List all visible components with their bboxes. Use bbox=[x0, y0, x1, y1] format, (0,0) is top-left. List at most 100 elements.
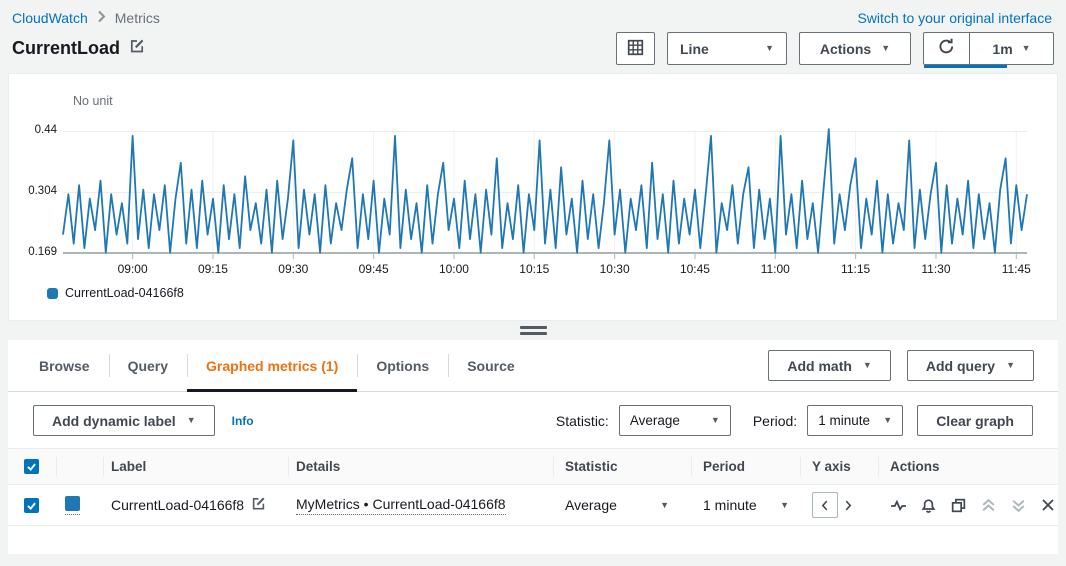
header-statistic: Statistic bbox=[553, 449, 691, 484]
table-view-button[interactable] bbox=[616, 32, 655, 65]
x-tick-label: 10:30 bbox=[599, 262, 630, 276]
caret-down-icon: ▼ bbox=[780, 499, 789, 510]
row-statistic-select[interactable]: Average ▼ bbox=[565, 497, 669, 513]
statistic-select[interactable]: Average ▼ bbox=[618, 405, 731, 436]
header-label: Label bbox=[103, 449, 288, 484]
chart-plot bbox=[62, 128, 1028, 259]
x-tick-label: 09:30 bbox=[278, 262, 309, 276]
breadcrumb-metrics: Metrics bbox=[114, 10, 160, 26]
chart-legend[interactable]: CurrentLoad-04166f8 bbox=[47, 286, 184, 300]
tab-graphed-metrics[interactable]: Graphed metrics (1) bbox=[187, 340, 358, 392]
title-row: CurrentLoad Line ▼ Actions ▼ 1m bbox=[0, 26, 1066, 68]
metric-table-row: CurrentLoad-04166f8 MyMetrics • CurrentL… bbox=[8, 485, 1058, 526]
x-tick-label: 11:30 bbox=[921, 262, 951, 276]
tab-source[interactable]: Source bbox=[448, 340, 533, 391]
caret-down-icon: ▼ bbox=[186, 415, 196, 425]
x-tick-label: 11:00 bbox=[760, 262, 790, 276]
tab-browse[interactable]: Browse bbox=[39, 357, 90, 374]
caret-down-icon: ▼ bbox=[710, 415, 720, 425]
drag-handle-icon bbox=[519, 326, 547, 335]
y-tick-label: 0.169 bbox=[28, 246, 57, 258]
x-tick-label: 09:15 bbox=[197, 262, 228, 276]
row-period-value: 1 minute bbox=[703, 497, 757, 513]
chart-type-select[interactable]: Line ▼ bbox=[667, 32, 787, 65]
caret-down-icon: ▼ bbox=[883, 415, 893, 425]
caret-down-icon: ▼ bbox=[660, 499, 669, 510]
breadcrumb-cloudwatch-link[interactable]: CloudWatch bbox=[12, 10, 88, 26]
row-metric-details[interactable]: MyMetrics • CurrentLoad-04166f8 bbox=[296, 496, 506, 515]
chart-plot-area[interactable] bbox=[62, 122, 1028, 262]
refresh-button[interactable] bbox=[924, 33, 970, 64]
row-checkbox[interactable] bbox=[24, 497, 39, 513]
edit-title-icon[interactable] bbox=[129, 38, 145, 59]
info-link[interactable]: Info bbox=[231, 413, 254, 428]
add-query-button[interactable]: Add query ▼ bbox=[906, 350, 1034, 381]
y-tick-label: 0.304 bbox=[28, 185, 57, 198]
add-dynamic-label-button[interactable]: Add dynamic label ▼ bbox=[33, 405, 215, 436]
header-y-axis: Y axis bbox=[800, 449, 878, 484]
page-title: CurrentLoad bbox=[12, 38, 120, 58]
header-actions: Actions bbox=[878, 449, 1058, 484]
y-axis-left-button[interactable] bbox=[812, 492, 838, 518]
actions-dropdown-button[interactable]: Actions ▼ bbox=[799, 32, 911, 65]
panel-resize-divider[interactable] bbox=[0, 321, 1066, 340]
breadcrumb-chevron-icon bbox=[97, 10, 106, 26]
add-dynamic-label-text: Add dynamic label bbox=[52, 412, 176, 429]
x-tick-label: 11:45 bbox=[1001, 262, 1031, 276]
statistic-label: Statistic: bbox=[555, 412, 609, 429]
x-tick-label: 09:45 bbox=[358, 262, 389, 276]
x-axis-labels: 09:00 09:15 09:30 09:45 10:00 10:15 10:30 10:45… bbox=[63, 262, 1031, 278]
alarm-bell-icon[interactable] bbox=[920, 497, 937, 514]
breadcrumb-row: CloudWatch Metrics Switch to your origin… bbox=[0, 0, 1066, 26]
refresh-interval-value: 1m bbox=[992, 40, 1013, 57]
tabs-row: Browse Query Graphed metrics (1) Options… bbox=[8, 340, 1058, 392]
caret-down-icon: ▼ bbox=[1021, 43, 1031, 53]
select-all-checkbox[interactable] bbox=[24, 459, 39, 474]
tab-options[interactable]: Options bbox=[357, 340, 448, 391]
chart-unit-label: No unit bbox=[73, 94, 113, 108]
auto-refresh-progress bbox=[924, 65, 1007, 68]
metric-color-swatch bbox=[65, 495, 80, 511]
refresh-interval-select[interactable]: 1m ▼ bbox=[970, 33, 1053, 64]
row-period-select[interactable]: 1 minute ▼ bbox=[703, 497, 789, 513]
x-tick-label: 11:15 bbox=[841, 262, 871, 276]
metrics-panel: Browse Query Graphed metrics (1) Options… bbox=[8, 340, 1058, 554]
metric-color-picker[interactable] bbox=[65, 495, 80, 515]
caret-down-icon: ▼ bbox=[765, 43, 774, 53]
duplicate-icon[interactable] bbox=[950, 497, 967, 514]
x-tick-label: 10:00 bbox=[438, 262, 469, 276]
controls-row: Add dynamic label ▼ Info Statistic: Aver… bbox=[8, 392, 1058, 448]
caret-down-icon: ▼ bbox=[862, 360, 872, 370]
graph-metric-icon[interactable] bbox=[890, 497, 907, 514]
breadcrumb: CloudWatch Metrics bbox=[12, 10, 160, 26]
x-tick-label: 10:15 bbox=[519, 262, 550, 276]
y-axis-right-button[interactable] bbox=[841, 498, 855, 513]
period-select[interactable]: 1 minute ▼ bbox=[807, 405, 904, 436]
row-statistic-value: Average bbox=[565, 497, 617, 513]
legend-label: CurrentLoad-04166f8 bbox=[65, 286, 184, 300]
header-details: Details bbox=[288, 449, 553, 484]
add-math-label: Add math bbox=[787, 357, 852, 374]
table-header: Label Details Statistic Period Y axis Ac… bbox=[8, 448, 1058, 485]
statistic-value: Average bbox=[629, 413, 680, 428]
add-query-label: Add query bbox=[925, 357, 996, 374]
y-tick-label: 0.44 bbox=[34, 124, 57, 137]
legend-swatch bbox=[47, 287, 58, 299]
period-value: 1 minute bbox=[818, 413, 870, 428]
metric-chart-card: No unit 0.169 0.304 0.44 09:00 09:15 09:30 09… bbox=[8, 73, 1058, 321]
clear-graph-button[interactable]: Clear graph bbox=[917, 405, 1033, 436]
remove-metric-icon[interactable] bbox=[1040, 497, 1056, 513]
x-tick-label: 10:45 bbox=[679, 262, 710, 276]
caret-down-icon: ▼ bbox=[1006, 360, 1015, 370]
header-period: Period bbox=[691, 449, 800, 484]
add-math-button[interactable]: Add math ▼ bbox=[768, 350, 891, 381]
caret-down-icon: ▼ bbox=[881, 43, 891, 53]
actions-label: Actions bbox=[819, 40, 872, 57]
edit-label-icon[interactable] bbox=[251, 496, 266, 514]
chart-type-value: Line bbox=[680, 40, 709, 57]
refresh-icon bbox=[937, 37, 956, 61]
tab-query[interactable]: Query bbox=[108, 340, 187, 391]
refresh-group: 1m ▼ bbox=[923, 32, 1054, 68]
switch-interface-link[interactable]: Switch to your original interface bbox=[857, 10, 1052, 26]
row-metric-label: CurrentLoad-04166f8 bbox=[111, 497, 245, 513]
